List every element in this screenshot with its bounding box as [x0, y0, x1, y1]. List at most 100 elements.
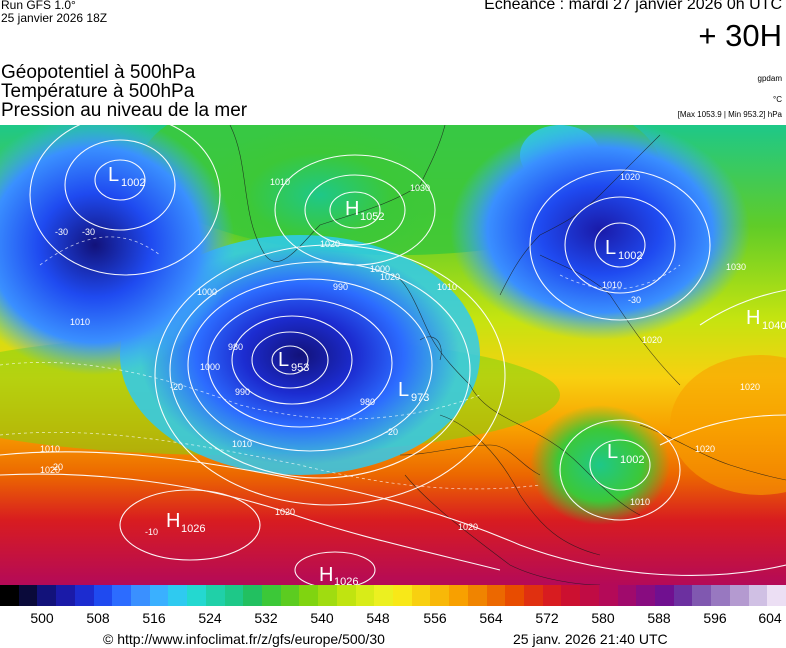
svg-text:1026: 1026: [181, 523, 205, 535]
high-pressure-center: H 1052: [345, 198, 384, 223]
isobar-label: 1020: [695, 444, 715, 454]
scale-tick: 572: [535, 610, 559, 626]
color-swatch: [580, 585, 600, 606]
isobar-label: 990: [333, 282, 348, 292]
color-swatch: [449, 585, 469, 606]
color-swatch: [224, 585, 244, 606]
isobar-label: 1010: [630, 497, 650, 507]
color-swatch: [187, 585, 207, 606]
svg-text:H: H: [166, 510, 180, 532]
color-swatch: [262, 585, 282, 606]
isobar-label: 1030: [726, 262, 746, 272]
temperature-label: -20: [50, 462, 63, 472]
svg-text:H: H: [319, 564, 333, 585]
unit-geopotential: gpdam: [757, 74, 782, 83]
color-swatch: [748, 585, 768, 606]
isobar-label: 1000: [200, 362, 220, 372]
color-swatch: [486, 585, 506, 606]
svg-text:L: L: [278, 349, 289, 371]
svg-text:1052: 1052: [360, 211, 384, 223]
svg-text:L: L: [605, 237, 616, 259]
color-swatch: [598, 585, 619, 606]
color-swatch: [729, 585, 750, 606]
svg-text:1002: 1002: [121, 177, 145, 189]
svg-text:L: L: [108, 164, 119, 186]
high-pressure-center: H 1026: [166, 510, 205, 535]
scale-tick: 556: [423, 610, 447, 626]
low-pressure-center: L 973: [398, 379, 429, 404]
scale-tick: 516: [142, 610, 166, 626]
weather-map: L 1002 H 1052 L 1002 H 1040 L 953 L 973 L 1002 …: [0, 125, 786, 585]
color-swatch: [93, 585, 113, 606]
isobar-label: 1020: [620, 172, 640, 182]
color-swatch: [542, 585, 563, 606]
color-swatch: [692, 585, 712, 606]
isobar-label: 1010: [40, 444, 60, 454]
svg-text:1026: 1026: [334, 576, 358, 585]
svg-text:H: H: [345, 198, 359, 220]
isobar-label: 1010: [270, 177, 290, 187]
color-swatch: [299, 585, 319, 606]
title-pressure: Pression au niveau de la mer: [1, 100, 248, 121]
low-pressure-center: L 1002: [108, 164, 145, 189]
color-swatch: [280, 585, 301, 606]
low-pressure-center: L 953: [278, 349, 309, 374]
svg-text:L: L: [398, 379, 409, 401]
title-temperature: Température à 500hPa: [1, 81, 195, 102]
temperature-label: -10: [145, 527, 158, 537]
color-swatch: [243, 585, 263, 606]
color-swatch: [74, 585, 95, 606]
isobar-label: 1000: [370, 264, 390, 274]
lead-time: + 30H: [698, 18, 782, 53]
color-swatch: [18, 585, 39, 606]
isobar-label: 1020: [740, 382, 760, 392]
scale-tick: 604: [758, 610, 782, 626]
low-pressure-center: L 1002: [605, 237, 642, 262]
isobar-label: 1020: [642, 335, 662, 345]
color-swatch: [318, 585, 338, 606]
isobar-label: 1030: [410, 183, 430, 193]
svg-text:1002: 1002: [618, 250, 642, 262]
color-swatch: [56, 585, 76, 606]
color-swatch: [0, 585, 20, 606]
color-swatch: [561, 585, 581, 606]
scale-tick: 588: [647, 610, 671, 626]
title-geopotential: Géopotentiel à 500hPa: [1, 62, 196, 83]
color-swatch: [168, 585, 188, 606]
isobar-label: 980: [360, 397, 375, 407]
color-swatch: [393, 585, 413, 606]
svg-text:953: 953: [291, 362, 309, 374]
isobar-label: 1020: [275, 507, 295, 517]
scale-tick: 524: [198, 610, 222, 626]
svg-text:973: 973: [411, 392, 429, 404]
scale-tick: 564: [479, 610, 503, 626]
color-swatch: [617, 585, 637, 606]
color-swatch: [524, 585, 544, 606]
svg-text:H: H: [746, 307, 760, 329]
color-swatch: [149, 585, 170, 606]
isobar-label: 1010: [70, 317, 90, 327]
valid-time: Echéance : mardi 27 janvier 2026 0h UTC: [484, 0, 782, 13]
color-scale: [0, 585, 786, 606]
scale-tick: 596: [703, 610, 727, 626]
color-swatch: [205, 585, 226, 606]
color-swatch: [505, 585, 525, 606]
color-swatch: [655, 585, 675, 606]
temperature-label: -20: [170, 382, 183, 392]
temperature-label: -20: [385, 427, 398, 437]
isobar-label: 990: [235, 387, 250, 397]
color-swatch: [673, 585, 694, 606]
isobar-label: 1010: [602, 280, 622, 290]
color-swatch: [430, 585, 450, 606]
color-swatch: [112, 585, 132, 606]
unit-pressure-range: [Max 1053.9 | Min 953.2] hPa: [677, 110, 782, 119]
isobar-label: 1020: [458, 522, 478, 532]
run-date: 25 janvier 2026 18Z: [1, 11, 108, 25]
source-credit: © http://www.infoclimat.fr/z/gfs/europe/…: [103, 631, 385, 647]
color-swatch: [767, 585, 786, 606]
isobar-label: 1010: [232, 439, 252, 449]
scale-tick: 508: [86, 610, 110, 626]
isobar-label: 1000: [197, 287, 217, 297]
color-swatch: [336, 585, 357, 606]
isobar-label: 1010: [437, 282, 457, 292]
